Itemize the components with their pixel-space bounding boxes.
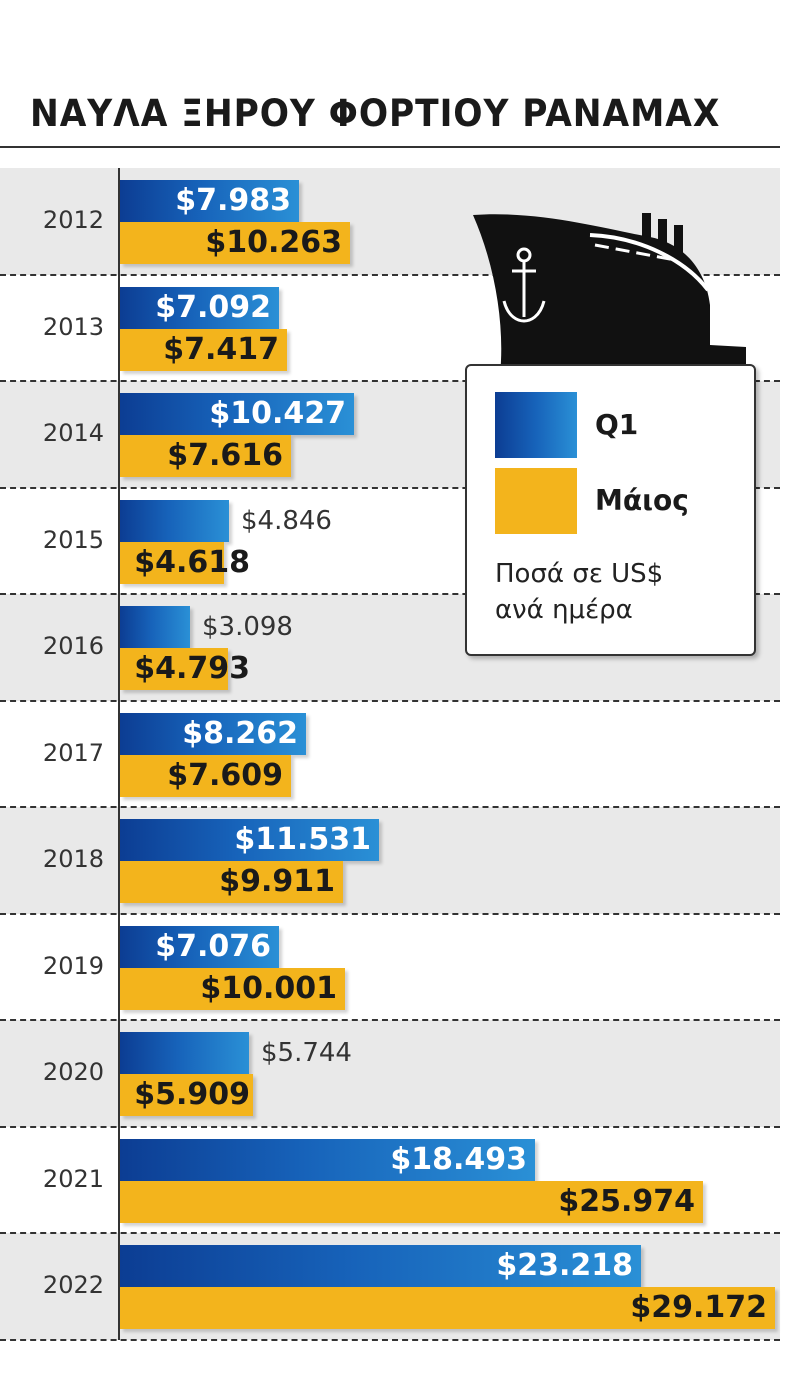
bar-may [120, 861, 343, 903]
data-label-q1: $18.493 [390, 1141, 527, 1177]
row-separator [0, 806, 780, 808]
data-label-may: $5.909 [134, 1077, 250, 1112]
bar-q1 [120, 1245, 641, 1287]
data-label-q1: $4.846 [241, 505, 332, 536]
data-label-may: $7.609 [167, 757, 283, 793]
row-background [0, 701, 780, 808]
year-label: 2013 [42, 312, 104, 341]
year-label: 2012 [42, 206, 104, 235]
data-label-may: $10.263 [205, 225, 342, 260]
row-separator [0, 1338, 780, 1341]
data-label-may: $7.616 [167, 438, 283, 473]
chart-title: ΝΑΥΛΑ ΞΗΡΟΥ ΦΟΡΤΙΟΥ PANAMAX [30, 92, 721, 135]
year-label: 2015 [42, 525, 104, 554]
year-label: 2022 [42, 1271, 104, 1300]
bar-q1 [120, 286, 279, 329]
legend: Q1 Μάιος Ποσά σε US$ ανά ημέρα [465, 364, 756, 656]
bar-q1 [120, 712, 306, 755]
y-axis-line [118, 168, 120, 1340]
data-label-may: $29.172 [630, 1290, 767, 1325]
bar-q1 [120, 1032, 249, 1074]
bar-q1 [120, 925, 279, 968]
data-label-may: $10.001 [200, 970, 337, 1006]
year-label: 2014 [42, 419, 104, 448]
year-label: 2018 [42, 845, 104, 874]
row-separator [0, 1125, 780, 1128]
legend-note-line1: Ποσά σε US$ [495, 559, 664, 589]
row-background [0, 807, 780, 914]
row-separator [0, 380, 780, 382]
row-background [0, 1020, 780, 1127]
data-label-may: $4.793 [134, 651, 250, 686]
bar-q1 [120, 1138, 535, 1181]
year-label: 2020 [42, 1058, 104, 1087]
bar-q1 [120, 180, 299, 222]
row-separator [0, 912, 780, 915]
data-label-may: $9.911 [219, 864, 335, 899]
bar-may [120, 328, 287, 371]
legend-label-may: Μάιος [595, 484, 689, 517]
year-label: 2017 [42, 738, 104, 767]
data-label-q1: $3.098 [202, 612, 293, 642]
title-rule [0, 146, 780, 148]
data-label-may: $4.618 [134, 544, 250, 580]
year-label: 2016 [42, 632, 104, 661]
row-separator [0, 1019, 780, 1021]
bar-may [120, 1074, 253, 1116]
bar-q1 [120, 606, 190, 648]
data-label-may: $7.417 [163, 331, 279, 367]
row-background [0, 914, 780, 1021]
bar-may [120, 541, 224, 584]
ship-icon [473, 213, 746, 375]
bar-may [120, 648, 228, 690]
bar-q1 [120, 393, 354, 435]
bar-may [120, 1287, 775, 1329]
data-label-q1: $23.218 [496, 1248, 633, 1283]
legend-note-line2: ανά ημέρα [495, 595, 633, 625]
row-separator [0, 273, 780, 276]
bar-may [120, 222, 350, 264]
bar-may [120, 435, 291, 477]
year-label: 2019 [42, 951, 104, 980]
legend-swatch-q1 [495, 392, 577, 458]
data-label-q1: $5.744 [261, 1038, 352, 1068]
data-label-q1: $11.531 [234, 822, 371, 857]
year-label: 2021 [42, 1164, 104, 1193]
data-label-q1: $7.092 [155, 289, 271, 325]
data-label-q1: $8.262 [182, 715, 298, 751]
row-separator [0, 699, 780, 702]
bar-q1 [120, 499, 229, 542]
data-label-q1: $10.427 [209, 396, 346, 431]
bar-may [120, 1180, 703, 1223]
row-separator [0, 486, 780, 489]
row-separator [0, 593, 780, 595]
bar-may [120, 754, 291, 797]
data-label-q1: $7.983 [175, 183, 291, 218]
data-label-may: $25.974 [558, 1183, 695, 1219]
bar-q1 [120, 819, 379, 861]
bar-may [120, 967, 345, 1010]
legend-note: Ποσά σε US$ ανά ημέρα [495, 556, 745, 628]
data-label-q1: $7.076 [155, 928, 271, 964]
row-separator [0, 1232, 780, 1234]
legend-swatch-may [495, 468, 577, 534]
legend-label-q1: Q1 [595, 408, 639, 441]
